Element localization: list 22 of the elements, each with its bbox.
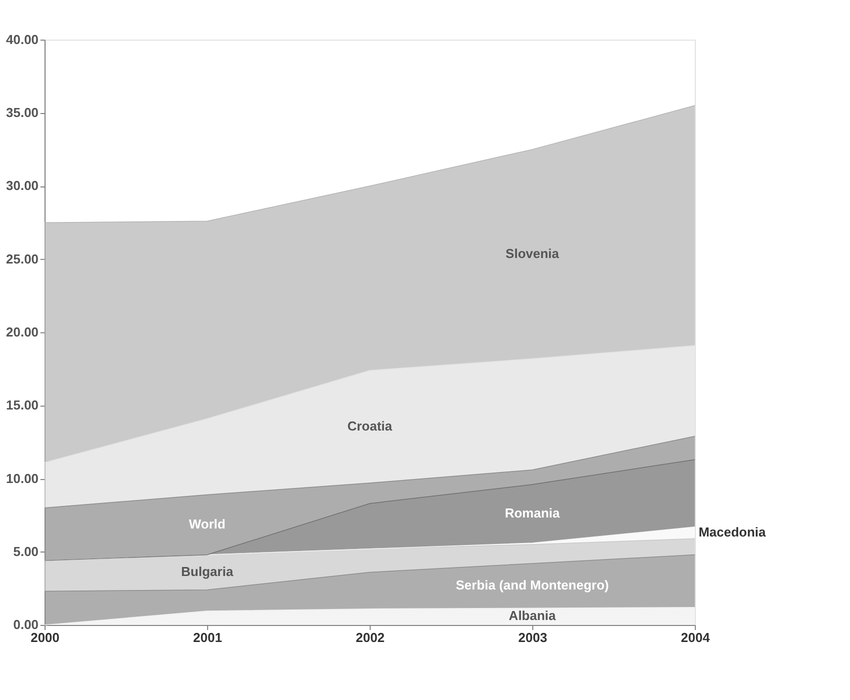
series-label: Romania — [504, 505, 561, 520]
x-tick-label: 2000 — [30, 630, 60, 646]
y-tick-label: 25.00 — [6, 251, 39, 266]
y-tick-label: 15.00 — [6, 398, 39, 413]
y-tick-label: 35.00 — [6, 105, 39, 120]
series-label: Albania — [508, 608, 557, 624]
y-tick-label: 30.00 — [6, 178, 39, 194]
y-tick-label: 20.00 — [6, 324, 39, 340]
x-tick-label: 2001 — [193, 630, 222, 646]
x-tick-label: 2004 — [680, 630, 711, 646]
y-tick-label: 5.00 — [13, 544, 39, 559]
series-label: Bulgaria — [181, 564, 234, 579]
series-label: Slovenia — [506, 246, 560, 261]
y-tick-label: 10.00 — [6, 470, 39, 486]
y-tick-label: 40.00 — [6, 32, 39, 47]
series-label: World — [188, 516, 226, 532]
series-label: Croatia — [347, 418, 393, 434]
series-label: Macedonia — [698, 524, 767, 540]
x-tick-label: 2003 — [518, 630, 548, 646]
y-tick-label: 0.00 — [13, 617, 39, 632]
x-tick-label: 2002 — [356, 630, 385, 646]
series-label: Serbia (and Montenegro) — [456, 578, 609, 593]
